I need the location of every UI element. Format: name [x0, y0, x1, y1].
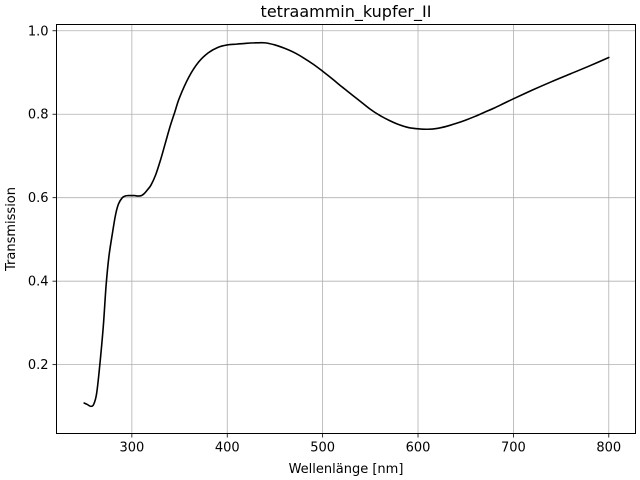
plot-frame	[56, 24, 636, 434]
x-tick-label: 500	[310, 441, 335, 456]
x-tick-label: 800	[596, 441, 621, 456]
y-tick-label: 0.2	[28, 358, 49, 373]
y-tick-label: 1.0	[28, 24, 49, 39]
transmission-series-line	[83, 41, 610, 408]
y-axis-ticks: 0.2 0.4 0.6 0.8 1.0	[28, 24, 57, 373]
y-axis-label: Transmission	[4, 187, 19, 272]
y-tick-label: 0.4	[28, 275, 49, 290]
x-tick-label: 600	[406, 441, 431, 456]
y-tick-label: 0.8	[28, 108, 49, 123]
x-tick-label: 300	[119, 441, 144, 456]
x-axis-ticks: 300 400 500 600 700 800	[119, 433, 621, 456]
y-tick-label: 0.6	[28, 191, 49, 206]
x-tick-label: 700	[501, 441, 526, 456]
x-tick-label: 400	[215, 441, 240, 456]
series-group	[83, 41, 610, 408]
grid-lines	[56, 24, 636, 434]
x-axis-label: Wellenlänge [nm]	[289, 462, 404, 477]
chart-title: tetraammin_kupfer_II	[261, 2, 432, 22]
